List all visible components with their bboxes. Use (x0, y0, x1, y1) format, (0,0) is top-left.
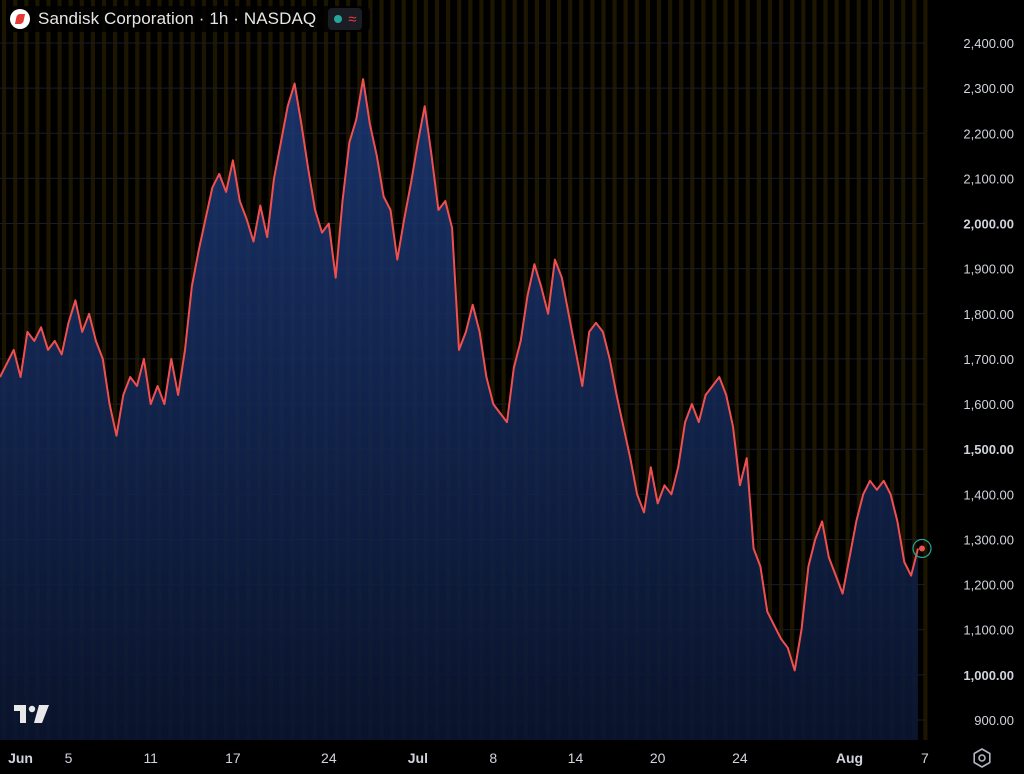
price-line (0, 78, 919, 672)
price-tick-label: 900.00 (974, 713, 1014, 728)
price-tick-label: 2,400.00 (963, 36, 1014, 51)
sandisk-logo-icon (10, 9, 30, 29)
time-tick-label: Jun (8, 750, 33, 766)
time-tick-label: 5 (65, 750, 73, 766)
time-tick-label: 24 (732, 750, 748, 766)
tradingview-logo-icon[interactable] (12, 703, 52, 725)
session-stripe (634, 0, 639, 740)
time-tick-label: 7 (921, 750, 929, 766)
price-area-fill (0, 79, 918, 741)
settings-gear-icon[interactable] (971, 747, 993, 769)
session-stripe (912, 0, 917, 740)
session-stripe (745, 0, 750, 740)
session-stripe (501, 0, 506, 740)
market-status-badge[interactable]: ≈ (328, 8, 363, 30)
session-stripe (867, 0, 872, 740)
time-tick-label: 8 (489, 750, 497, 766)
session-stripe (756, 0, 761, 740)
wave-icon: ≈ (348, 10, 357, 28)
time-tick-label: 11 (143, 750, 158, 766)
price-tick-label: 1,800.00 (963, 307, 1014, 322)
session-stripe (856, 0, 861, 740)
session-stripe (612, 0, 617, 740)
last-price-marker (912, 538, 932, 559)
price-tick-label: 2,000.00 (963, 217, 1014, 232)
price-tick-label: 2,300.00 (963, 81, 1014, 96)
session-stripe (712, 0, 717, 740)
session-stripe (113, 0, 118, 740)
price-tick-label: 1,500.00 (963, 442, 1014, 457)
last-price-ring (912, 538, 932, 559)
session-stripe (645, 0, 650, 740)
time-tick-label: 24 (321, 750, 337, 766)
time-axis[interactable]: Jun 5 11 17 24 Jul 8 14 20 24 Aug 7 (8, 750, 929, 766)
session-stripe (845, 0, 850, 740)
session-stripe (723, 0, 728, 740)
symbol-title: Sandisk Corporation · 1h · NASDAQ (38, 9, 317, 28)
session-stripe (490, 0, 495, 740)
session-stripe (790, 0, 795, 740)
session-stripe (878, 0, 884, 740)
price-tick-label: 1,200.00 (963, 578, 1014, 593)
price-tick-label: 1,900.00 (963, 262, 1014, 277)
price-tick-label: 1,300.00 (963, 532, 1014, 547)
time-tick-label: Jul (408, 750, 428, 766)
session-stripe (801, 0, 806, 740)
price-tick-label: 2,100.00 (963, 171, 1014, 186)
session-stripe (146, 0, 151, 740)
price-tick-label: 1,700.00 (963, 352, 1014, 367)
last-price-dot (919, 545, 925, 552)
session-stripe (623, 0, 628, 740)
market-status-dot-icon (334, 15, 343, 23)
session-stripe (579, 0, 584, 740)
session-stripe (690, 0, 695, 740)
session-stripe (901, 0, 906, 740)
time-tick-label: 17 (225, 750, 241, 766)
price-tick-label: 2,200.00 (963, 126, 1014, 141)
session-stripe (823, 0, 828, 740)
session-stripe (734, 0, 739, 740)
session-stripe (767, 0, 773, 740)
session-stripe (668, 0, 673, 740)
session-stripe (656, 0, 662, 740)
time-tick-label: 14 (568, 750, 584, 766)
price-tick-label: 1,100.00 (963, 623, 1014, 638)
price-tick-label: 1,600.00 (963, 397, 1014, 412)
symbol-header[interactable]: Sandisk Corporation · 1h · NASDAQ ≈ (6, 6, 371, 32)
session-stripe (679, 0, 684, 740)
session-stripe (779, 0, 784, 740)
time-tick-label: 20 (650, 750, 666, 766)
price-axis[interactable]: 2,400.00 2,300.00 2,200.00 2,100.00 2,000.00… (963, 36, 1014, 728)
time-tick-label: Aug (836, 750, 863, 766)
price-tick-label: 1,000.00 (963, 668, 1014, 683)
session-stripe (701, 0, 706, 740)
session-stripe (157, 0, 162, 740)
price-tick-label: 1,400.00 (963, 487, 1014, 502)
session-stripe (135, 0, 140, 740)
session-stripe (124, 0, 129, 740)
session-stripe (812, 0, 817, 740)
session-stripe (890, 0, 895, 740)
session-stripe (923, 0, 928, 740)
session-stripe (834, 0, 839, 740)
